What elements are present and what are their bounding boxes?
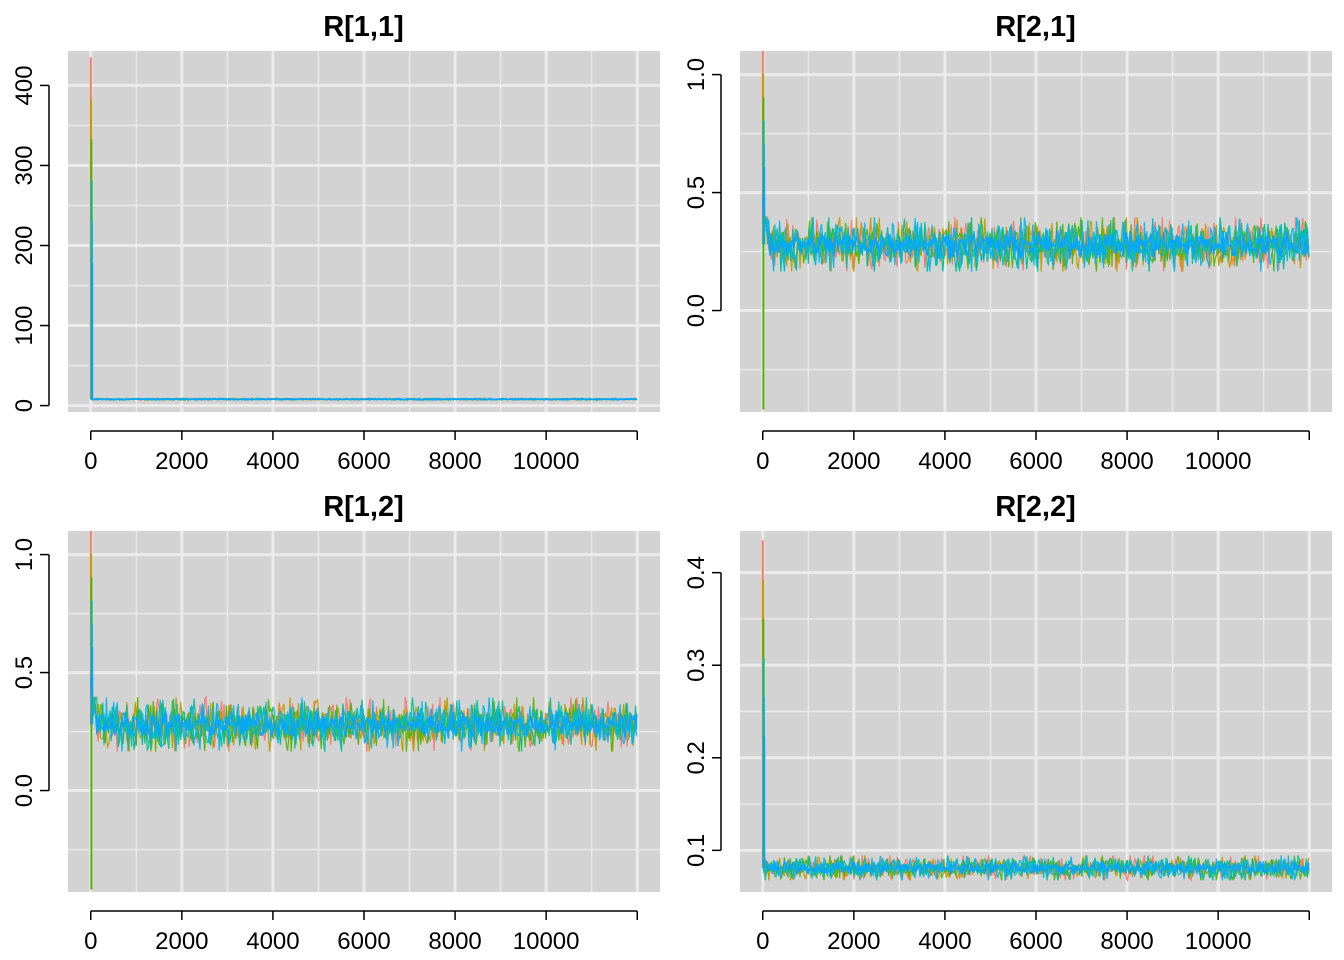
- x-tick-label: 0: [756, 448, 769, 475]
- chain-traces: [89, 57, 638, 402]
- y-tick-label: 0.5: [683, 176, 710, 209]
- x-tick-label: 4000: [918, 928, 971, 955]
- y-tick-label: 0.0: [11, 774, 38, 807]
- chain-trace-line: [90, 677, 638, 739]
- chain-trace-line: [90, 397, 637, 402]
- x-tick-label: 6000: [337, 448, 390, 475]
- y-tick-label: 0: [11, 399, 38, 412]
- panel-title: R[2,1]: [995, 11, 1076, 43]
- y-tick-label: 0.5: [11, 656, 38, 689]
- x-tick-label: 8000: [428, 928, 481, 955]
- y-tick-label: 0.0: [683, 294, 710, 327]
- x-tick-label: 2000: [155, 448, 208, 475]
- x-tick-label: 10000: [513, 448, 580, 475]
- y-tick-label: 100: [11, 306, 38, 346]
- y-tick-label: 1.0: [11, 538, 38, 571]
- x-tick-label: 2000: [827, 928, 880, 955]
- x-tick-label: 0: [756, 928, 769, 955]
- panel-title: R[1,2]: [323, 491, 404, 523]
- x-tick-label: 6000: [1009, 928, 1062, 955]
- x-tick-label: 10000: [1185, 448, 1252, 475]
- chain-trace-line: [762, 197, 1310, 259]
- panel-title: R[1,1]: [323, 11, 404, 43]
- x-tick-label: 4000: [246, 928, 299, 955]
- panel-r12: 0 2000 4000 6000 8000 10000 0.0 0.5 1.0 R[1,2]: [11, 491, 660, 955]
- x-tick-label: 10000: [1185, 928, 1252, 955]
- y-tick-label: 0.1: [683, 834, 710, 867]
- panel-r22: 0 2000 4000 6000 8000 10000 0.1 0.2 0.3 0.4 R[2,2]: [683, 491, 1332, 955]
- x-tick-label: 8000: [1100, 448, 1153, 475]
- y-tick-label: 400: [11, 65, 38, 105]
- y-tick-label: 0.3: [683, 649, 710, 682]
- chain-traces: [89, 531, 638, 890]
- x-tick-label: 0: [84, 928, 97, 955]
- y-tick-label: 200: [11, 225, 38, 265]
- y-tick-label: 0.4: [683, 556, 710, 589]
- x-tick-label: 4000: [246, 448, 299, 475]
- x-tick-label: 2000: [827, 448, 880, 475]
- chain-traces: [761, 51, 1310, 410]
- x-tick-label: 10000: [513, 928, 580, 955]
- chain-trace-line: [762, 858, 1310, 877]
- panel-title: R[2,2]: [995, 491, 1076, 523]
- panel-r11: 0 2000 4000 6000 8000 10000 0 100 200 300 400 R[1,1…: [11, 11, 660, 475]
- panel-r21: 0 2000 4000 6000 8000 10000 0.0 0.5 1.0 R[2,1]: [683, 11, 1332, 475]
- chain-traces: [761, 540, 1310, 883]
- y-tick-label: 300: [11, 145, 38, 185]
- x-tick-label: 6000: [1009, 448, 1062, 475]
- y-tick-label: 0.2: [683, 741, 710, 774]
- x-tick-label: 8000: [428, 448, 481, 475]
- y-tick-label: 1.0: [683, 58, 710, 91]
- x-tick-label: 0: [84, 448, 97, 475]
- x-tick-label: 4000: [918, 448, 971, 475]
- x-tick-label: 6000: [337, 928, 390, 955]
- x-tick-label: 8000: [1100, 928, 1153, 955]
- x-tick-label: 2000: [155, 928, 208, 955]
